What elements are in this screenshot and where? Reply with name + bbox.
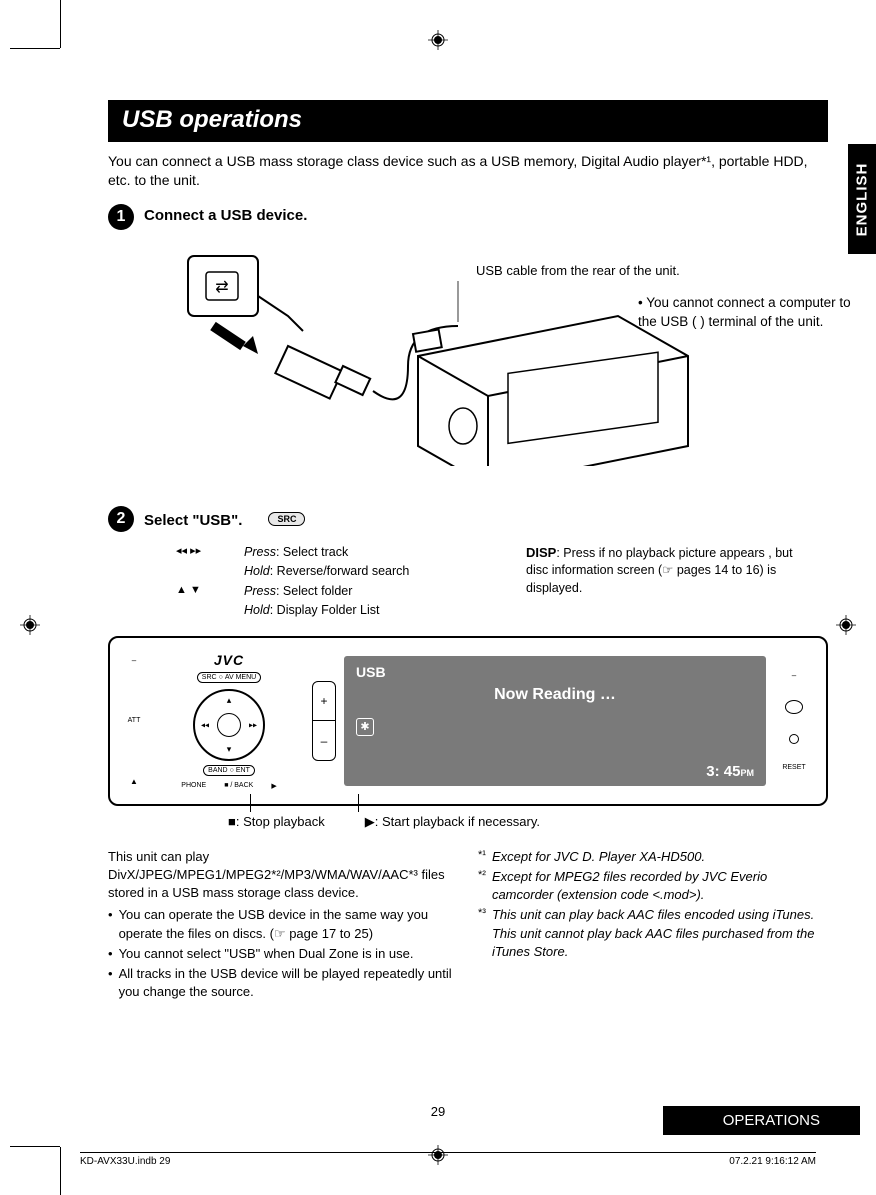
src-button-graphic: SRC	[268, 512, 305, 526]
hold-desc: : Reverse/forward search	[270, 564, 410, 578]
panel-left-icons: – ATT ▲	[122, 656, 146, 786]
usb-cable-label: USB cable from the rear of the unit.	[476, 263, 680, 278]
controls-right-col: DISP: Press if no playback picture appea…	[526, 544, 806, 622]
top-small-buttons: SRC ○ AV MENU	[197, 672, 261, 683]
body-bullet: You can operate the USB device in the sa…	[108, 906, 458, 942]
panel-control-cluster: JVC SRC ○ AV MENU ▴ ▾ ◂◂ ▸▸ BAND ○ ENT P…	[154, 652, 304, 790]
crop-mark	[10, 48, 60, 49]
phone-label: PHONE	[181, 782, 206, 790]
registration-mark	[20, 615, 40, 635]
page-number: 29	[431, 1104, 445, 1119]
screen-clock: 3: 45PM	[706, 763, 754, 780]
footnote-text: Except for JVC D. Player XA-HD500.	[492, 848, 705, 866]
hold-label-2: Hold	[244, 603, 270, 617]
footnote-mark: *¹	[478, 848, 486, 866]
bluetooth-icon: ✱	[356, 718, 374, 736]
step-2-title: Select "USB".	[144, 509, 242, 529]
crop-mark	[60, 1147, 61, 1195]
play-label: ▶	[271, 782, 276, 790]
disp-button-icon	[785, 700, 803, 714]
print-timestamp: 07.2.21 9:16:12 AM	[729, 1156, 816, 1167]
body-left-col: This unit can play DivX/JPEG/MPEG1/MPEG2…	[108, 848, 458, 1004]
volume-rocker: +–	[312, 681, 336, 761]
band-label: BAND	[208, 767, 227, 774]
screen-status-text: Now Reading …	[356, 686, 754, 704]
controls-left-col: ◂◂ ▸▸ Press: Select track Hold: Reverse/…	[176, 544, 456, 622]
hold-desc-2: : Display Folder List	[270, 603, 380, 617]
cannot-connect-text: You cannot connect a computer to the USB…	[638, 295, 851, 329]
dpad-control: ▴ ▾ ◂◂ ▸▸	[193, 689, 265, 761]
bottom-small-buttons: BAND ○ ENT	[203, 765, 255, 776]
footnote-mark: *²	[478, 868, 486, 904]
back-label: ■ / BACK	[224, 782, 253, 790]
cannot-connect-note: • You cannot connect a computer to the U…	[638, 294, 868, 332]
step-1-number: 1	[108, 204, 134, 230]
body-left-paragraph: This unit can play DivX/JPEG/MPEG1/MPEG2…	[108, 848, 458, 903]
body-right-col: *¹ Except for JVC D. Player XA-HD500. *²…	[478, 848, 828, 1004]
jvc-logo: JVC	[214, 652, 244, 668]
footnote-mark: *³	[478, 906, 486, 961]
stop-playback-label: ■: Stop playback	[228, 814, 325, 830]
body-bullet: All tracks in the USB device will be pla…	[108, 965, 458, 1001]
body-bullet: You cannot select "USB" when Dual Zone i…	[108, 945, 458, 963]
section-header: USB operations	[108, 100, 828, 142]
language-label: ENGLISH	[854, 162, 871, 236]
folder-nav-icons: ▲ ▼	[176, 583, 236, 601]
connection-diagram: USB cable from the rear of the unit. • Y…	[158, 236, 828, 506]
footnote-text: Except for MPEG2 files recorded by JVC E…	[492, 868, 828, 904]
footnote-text: This unit can play back AAC files encode…	[492, 906, 828, 961]
panel-right-icons: – RESET	[774, 671, 814, 771]
svg-text:⇄: ⇄	[215, 279, 228, 296]
reset-label: RESET	[782, 764, 805, 771]
registration-mark	[428, 30, 448, 50]
start-playback-label: ▶: Start playback if necessary.	[365, 814, 540, 830]
press-label: Press	[244, 545, 276, 559]
step-2-row: 2 Select "USB". SRC	[108, 506, 828, 532]
body-columns: This unit can play DivX/JPEG/MPEG1/MPEG2…	[108, 848, 828, 1004]
crop-mark	[10, 1146, 60, 1147]
press-label-2: Press	[244, 584, 276, 598]
unit-front-panel: – ATT ▲ JVC SRC ○ AV MENU ▴ ▾ ◂◂ ▸▸ BAND…	[108, 636, 828, 806]
page-content: USB operations You can connect a USB mas…	[108, 100, 828, 1003]
disp-text: : Press if no playback picture appears ,…	[526, 546, 793, 595]
print-file-name: KD-AVX33U.indb 29	[80, 1156, 170, 1167]
intro-paragraph: You can connect a USB mass storage class…	[108, 152, 828, 190]
press-desc-2: : Select folder	[276, 584, 352, 598]
display-screen: USB Now Reading … ✱ 3: 45PM	[344, 656, 766, 786]
controls-description: ◂◂ ▸▸ Press: Select track Hold: Reverse/…	[176, 544, 828, 622]
leader-line	[250, 794, 251, 812]
registration-mark	[836, 615, 856, 635]
playback-legend: ■: Stop playback ▶: Start playback if ne…	[228, 814, 828, 830]
track-skip-icons: ◂◂ ▸▸	[176, 544, 236, 562]
press-desc: : Select track	[276, 545, 348, 559]
leader-line	[358, 794, 359, 812]
screen-time-value: 3: 45	[706, 763, 740, 780]
step-2-number: 2	[108, 506, 134, 532]
step-1-row: 1 Connect a USB device.	[108, 204, 828, 230]
step-1-title: Connect a USB device.	[144, 204, 307, 224]
footnote-2: *² Except for MPEG2 files recorded by JV…	[478, 868, 828, 904]
footnote-1: *¹ Except for JVC D. Player XA-HD500.	[478, 848, 828, 866]
att-label: ATT	[128, 717, 141, 724]
crop-mark	[60, 0, 61, 48]
footnote-3: *³ This unit can play back AAC files enc…	[478, 906, 828, 961]
src-small-label: SRC	[202, 674, 217, 681]
print-footer: KD-AVX33U.indb 29 07.2.21 9:16:12 AM	[80, 1152, 816, 1167]
hold-label: Hold	[244, 564, 270, 578]
ent-label: ENT	[236, 767, 250, 774]
screen-time-suffix: PM	[741, 768, 755, 778]
disp-label: DISP	[526, 545, 556, 560]
language-tab: ENGLISH	[848, 144, 876, 254]
screen-source-label: USB	[356, 664, 754, 680]
avmenu-label: AV MENU	[225, 674, 256, 681]
operations-footer: OPERATIONS	[663, 1106, 860, 1135]
